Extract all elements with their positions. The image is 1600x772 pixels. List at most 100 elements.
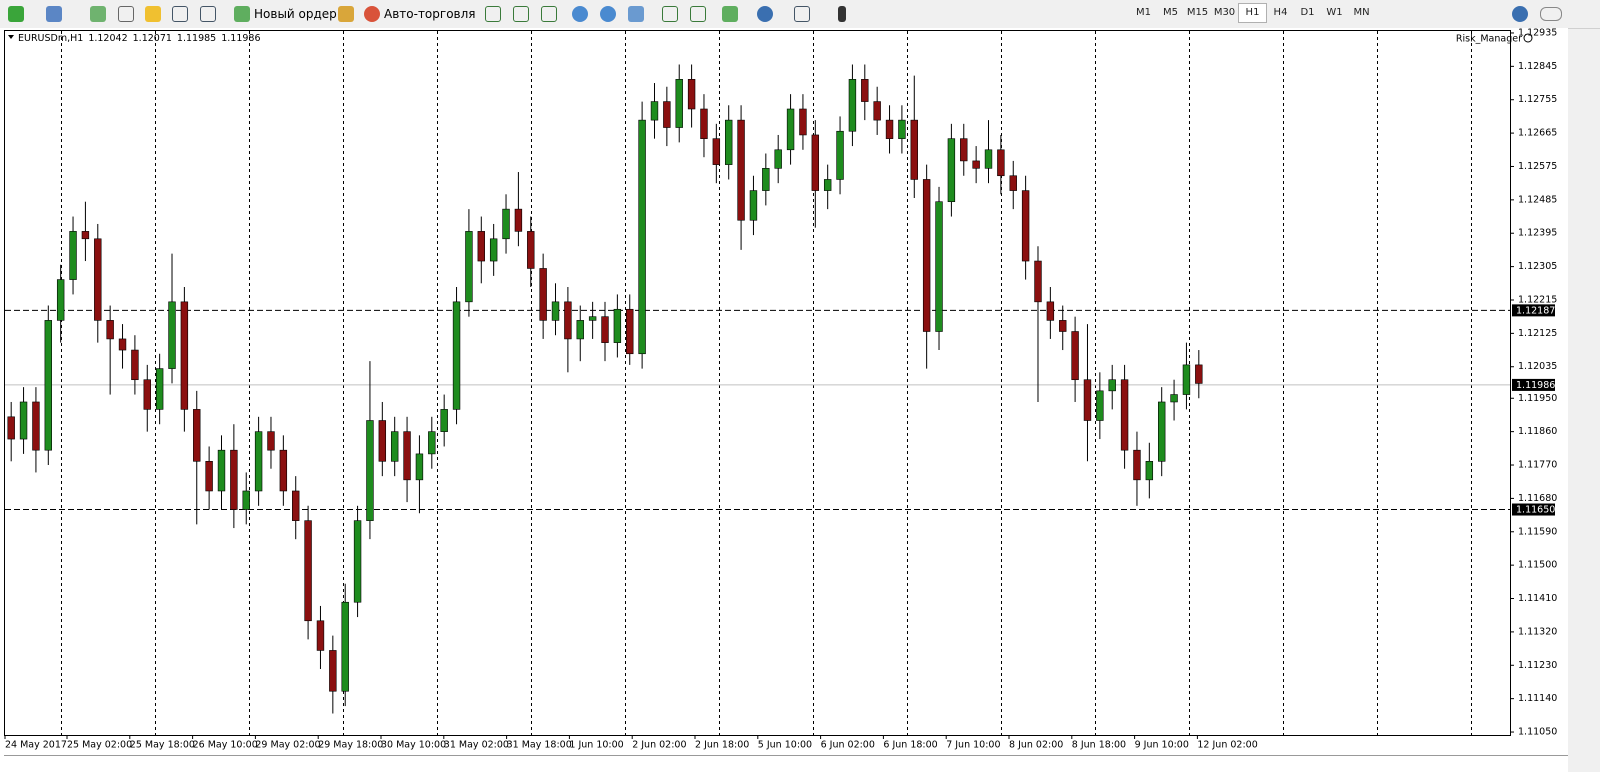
timeframe-button[interactable]: H4 [1273,7,1288,18]
hline-price-box [1512,503,1555,516]
candle-body [885,119,894,139]
candle-body [19,401,28,440]
candle-body [94,238,102,321]
candle-body [1157,401,1166,462]
candle-body [700,108,708,139]
profiles-button[interactable] [46,5,66,23]
x-tick-label: 24 May 2017 [5,740,67,751]
scroll-buttons[interactable] [662,5,710,23]
candle-body [440,409,448,432]
y-tick-label: 1.11680 [1518,493,1557,504]
candle-body [551,301,560,321]
market-watch-button[interactable] [90,5,110,23]
y-tick-label: 1.11410 [1518,593,1557,604]
candle-body [254,431,263,492]
candle-body [81,231,90,240]
candle-body [663,101,671,128]
x-tick-label: 25 May 18:00 [130,740,195,751]
templates-button[interactable] [794,5,814,23]
candle-body [947,138,956,203]
collapse-arrow[interactable] [8,35,14,39]
candle-body [823,179,832,191]
timeframe-button[interactable]: H1 [1238,3,1267,23]
timeframe-button[interactable]: M30 [1213,7,1236,18]
candle-body [143,379,151,410]
candle-body [428,431,436,455]
candle-body [997,149,1005,177]
x-tick-label: 12 Jun 02:00 [1197,740,1257,751]
candle-body [514,208,523,232]
candle-body [465,231,473,303]
candle-body [341,601,349,692]
x-tick-label: 25 May 02:00 [67,740,132,751]
candle-body [378,420,387,462]
tester-button[interactable] [200,5,220,23]
timeframe-button[interactable]: M1 [1136,7,1151,18]
candle-body [267,431,275,451]
candle-body [242,490,250,510]
chart: Risk_Manager EURUSDm,H1 1.12042 1.12071 1.1… [0,28,1568,772]
indicator-icon[interactable] [1523,33,1533,43]
zoom-buttons[interactable] [572,5,648,23]
search-button[interactable] [1512,5,1532,23]
candle-body [452,301,461,410]
y-tick-label: 1.12575 [1518,161,1557,172]
header-value: 1.11986 [221,33,260,44]
timeframe-button[interactable]: W1 [1326,7,1343,18]
bid-price-box [1512,378,1555,391]
y-tick-label: 1.12485 [1518,194,1557,205]
candle-body [44,320,53,451]
candle-body [7,416,15,440]
candle-body [687,79,696,110]
candle-body [650,101,659,121]
candle-body [1145,461,1154,481]
meta-editor-button[interactable] [338,5,358,23]
candle-body [613,308,622,343]
timeframe-button[interactable]: M5 [1163,7,1178,18]
navigator-button[interactable] [118,5,138,23]
drawing-tools[interactable] [838,5,850,23]
candle-body [873,101,881,121]
candle-body [217,449,226,492]
candle-body [836,130,844,180]
x-tick-label: 29 May 18:00 [318,740,383,751]
candle-body [811,134,820,191]
y-tick-label: 1.12125 [1518,328,1557,339]
timeframe-button[interactable]: M15 [1186,7,1209,18]
chart-header: EURUSDm,H1 1.12042 1.12071 1.11985 1.11986 [18,33,261,44]
candle-body [69,231,77,280]
y-tick-label: 1.11950 [1518,393,1557,404]
periods-button[interactable] [757,5,777,23]
indicators-button[interactable] [722,5,742,23]
hline-price-label: 1.11650 [1516,505,1555,516]
candle-body [292,490,300,521]
terminal-button[interactable] [172,5,192,23]
y-tick-label: 1.11320 [1518,626,1557,637]
favorites-button[interactable] [145,5,165,23]
candle-body [601,316,609,343]
auto-trading-button[interactable]: Авто-торговля [364,5,476,23]
y-tick-label: 1.12755 [1518,94,1557,105]
candle-body [935,201,943,332]
candle-body [725,119,733,165]
candle-body [922,179,931,332]
chat-button[interactable] [1540,5,1566,23]
candle-body [564,301,572,340]
x-tick-label: 2 Jun 18:00 [695,740,749,751]
candle-body [279,449,288,492]
candle-body [366,420,374,521]
chart-type-buttons[interactable] [485,5,561,23]
candle-body [972,160,980,169]
candle-body [502,208,510,240]
auto-trading-label: Авто-торговля [384,7,476,21]
y-tick-label: 1.11770 [1518,460,1557,471]
candle-body [737,119,745,221]
candle-body [638,119,646,355]
x-tick-label: 5 Jun 10:00 [758,740,812,751]
candle-body [131,349,139,381]
timeframe-button[interactable]: MN [1353,7,1370,18]
timeframe-button[interactable]: D1 [1300,7,1315,18]
new-chart-button[interactable] [8,5,28,23]
y-tick-label: 1.11860 [1518,426,1557,437]
new-order-button[interactable]: Новый ордер [234,5,337,23]
